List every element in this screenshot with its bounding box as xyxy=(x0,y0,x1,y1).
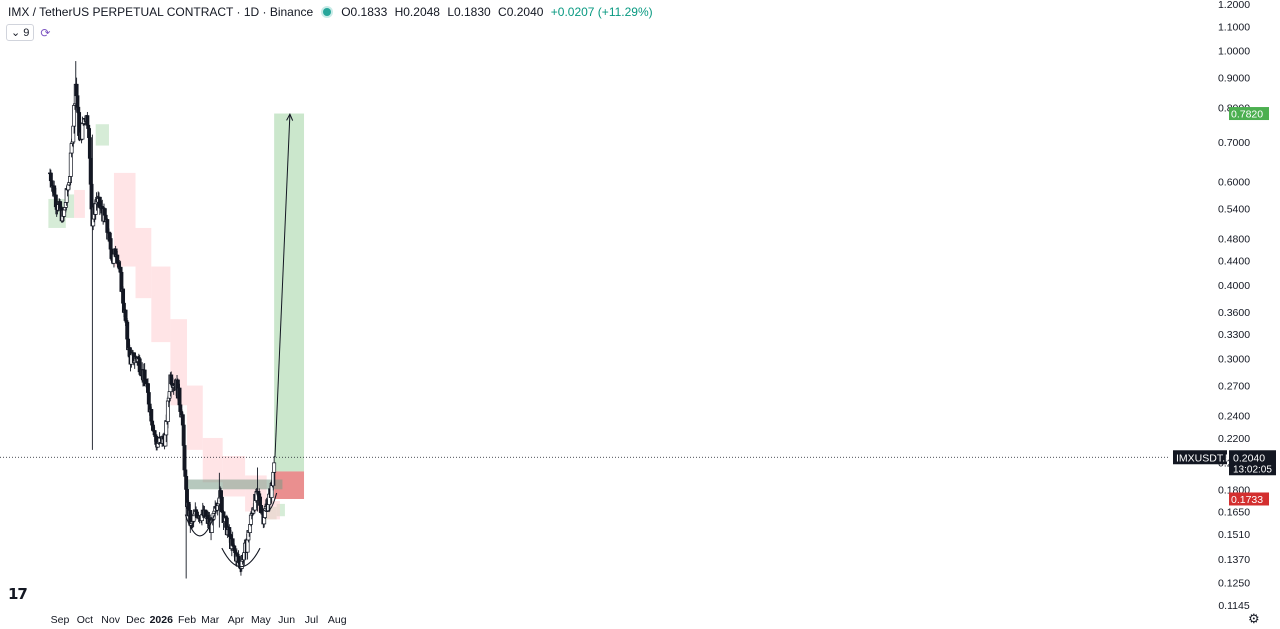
current-price-bg xyxy=(1229,450,1276,476)
y-tick-label: 0.6000 xyxy=(1218,176,1250,188)
candle-down xyxy=(230,538,235,546)
y-tick-label: 1.2000 xyxy=(1218,0,1250,11)
open-value: O0.1833 xyxy=(341,5,388,19)
tradingview-logo[interactable]: 17 xyxy=(8,585,28,603)
x-tick-label: Oct xyxy=(77,614,93,626)
ichimoku-cloud-bearish xyxy=(135,227,152,299)
resistance-zone[interactable] xyxy=(185,479,283,490)
symbol-title[interactable]: IMX / TetherUS PERPETUAL CONTRACT · 1D ·… xyxy=(8,5,314,19)
y-tick-label: 0.1650 xyxy=(1218,507,1250,519)
candle-down xyxy=(181,424,186,446)
long-position-target-zone[interactable] xyxy=(274,113,305,472)
y-tick-label: 0.3300 xyxy=(1218,329,1250,341)
y-tick-label: 1.0000 xyxy=(1218,46,1250,58)
market-open-icon xyxy=(323,8,332,16)
x-tick-label: Sep xyxy=(51,614,70,626)
chart-header: IMX / TetherUS PERPETUAL CONTRACT · 1D ·… xyxy=(8,5,657,19)
ichimoku-cloud-bullish xyxy=(65,194,75,218)
chevron-down-icon: ⌄ xyxy=(11,27,21,39)
candle-down xyxy=(149,408,154,422)
ichimoku-cloud-bearish xyxy=(186,385,203,450)
candle-up xyxy=(62,209,67,217)
ichimoku-cloud-bearish xyxy=(151,266,171,343)
y-tick-label: 0.3600 xyxy=(1218,307,1250,319)
indicator-toggle-button[interactable]: ⌄ 9 xyxy=(6,24,35,41)
ichimoku-cloud-bullish xyxy=(95,124,109,146)
candle-up xyxy=(191,515,196,522)
stop-price-label: 0.1733 xyxy=(1231,494,1263,506)
y-tick-label: 0.1370 xyxy=(1218,554,1250,566)
rounded-bottom-arc[interactable] xyxy=(256,492,278,513)
target-price-label: 0.7820 xyxy=(1231,109,1263,121)
countdown-label: 13:02:05 xyxy=(1233,464,1272,475)
x-tick-label: Aug xyxy=(328,614,347,626)
x-tick-label: Jul xyxy=(305,614,318,626)
y-tick-label: 1.1000 xyxy=(1218,21,1250,33)
y-tick-label: 0.9000 xyxy=(1218,73,1250,85)
rounded-bottom-arc[interactable] xyxy=(184,514,215,537)
x-tick-label: May xyxy=(251,614,272,626)
ohlc-values: O0.1833 H0.2048 L0.1830 C0.2040 +0.0207 … xyxy=(341,5,656,19)
y-tick-label: 0.2200 xyxy=(1218,433,1250,445)
y-tick-label: 0.4400 xyxy=(1218,256,1250,268)
current-price-label: 0.2040 xyxy=(1233,452,1265,464)
close-value: C0.2040 xyxy=(498,5,544,19)
y-tick-label: 0.2400 xyxy=(1218,411,1250,423)
x-tick-label: Jun xyxy=(278,614,295,626)
x-tick-label: 2026 xyxy=(150,614,174,626)
ichimoku-cloud-bearish xyxy=(113,172,136,267)
y-tick-label: 0.5400 xyxy=(1218,203,1250,215)
candle-down xyxy=(146,383,150,393)
y-tick-label: 0.4800 xyxy=(1218,233,1250,245)
y-tick-label: 0.2700 xyxy=(1218,381,1250,393)
symbol-tag-bg xyxy=(1173,450,1227,465)
indicator-count: 9 xyxy=(23,27,30,39)
stop-price-label-bg xyxy=(1229,492,1269,506)
high-value: H0.2048 xyxy=(394,5,440,19)
change-value: +0.0207 (+11.29%) xyxy=(550,5,653,19)
candle-down xyxy=(177,387,182,406)
candle-down xyxy=(108,238,113,250)
y-tick-label: 0.4000 xyxy=(1218,280,1250,292)
x-tick-label: Apr xyxy=(228,614,245,626)
x-tick-label: Nov xyxy=(101,614,120,626)
candle-up xyxy=(272,462,277,473)
low-value: L0.1830 xyxy=(447,5,491,19)
indicator-bar: ⌄ 9 ⟳ xyxy=(6,24,50,41)
y-tick-label: 0.7000 xyxy=(1218,137,1250,149)
ichimoku-cloud-bullish xyxy=(276,503,285,517)
rounded-bottom-arc[interactable] xyxy=(221,547,261,568)
y-tick-label: 0.1145 xyxy=(1218,600,1249,612)
target-price-label-bg xyxy=(1229,107,1269,121)
y-tick-label: 0.1510 xyxy=(1218,529,1250,541)
candle-down xyxy=(74,83,79,97)
cycle-icon[interactable]: ⟳ xyxy=(40,25,51,40)
projection-arrow[interactable] xyxy=(274,114,291,458)
candle-down xyxy=(219,496,224,512)
symbol-tag: IMXUSDT.P xyxy=(1176,452,1232,464)
x-tick-label: Dec xyxy=(126,614,145,626)
x-tick-label: Feb xyxy=(178,614,196,626)
x-tick-label: Mar xyxy=(201,614,220,626)
ichimoku-cloud-bearish xyxy=(222,456,246,497)
arrow-head-icon xyxy=(286,113,294,121)
candle-down xyxy=(219,490,223,498)
ichimoku-cloud-bearish xyxy=(202,437,223,483)
gear-icon[interactable]: ⚙ xyxy=(1248,611,1260,626)
candle-down xyxy=(88,157,93,185)
candle-down xyxy=(87,137,92,159)
ichimoku-cloud-bearish xyxy=(74,189,85,218)
y-tick-label: 0.3000 xyxy=(1218,354,1250,366)
y-tick-label: 0.1250 xyxy=(1218,578,1250,590)
